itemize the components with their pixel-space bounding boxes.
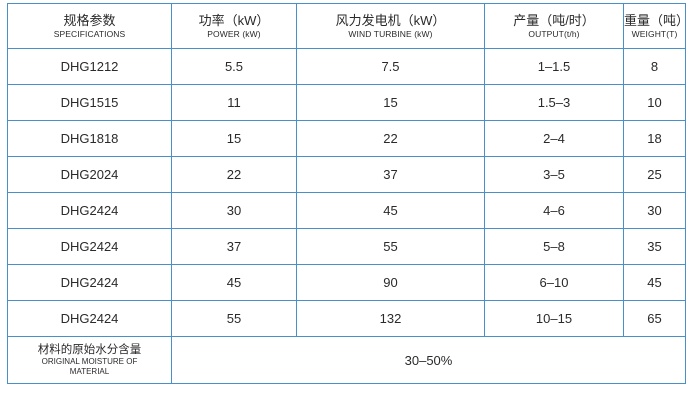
header-specifications: 规格参数 SPECIFICATIONS	[7, 3, 172, 49]
cell-power: 37	[171, 228, 297, 265]
cell-weight: 8	[623, 48, 686, 85]
cell-power: 45	[171, 264, 297, 301]
cell-model: DHG2424	[7, 300, 172, 337]
header-weight: 重量（吨） WEIGHT(T)	[623, 3, 690, 49]
cell-output: 1–1.5	[484, 48, 624, 85]
cell-model: DHG2424	[7, 192, 172, 229]
cell-output: 2–4	[484, 120, 624, 157]
cell-wind-turbine: 37	[296, 156, 485, 193]
table-row: DHG2424 37 55 5–8 35	[7, 228, 686, 265]
table-row: DHG1212 5.5 7.5 1–1.5 8	[7, 48, 686, 85]
cell-power: 15	[171, 120, 297, 157]
cell-wind-turbine: 22	[296, 120, 485, 157]
cell-power: 22	[171, 156, 297, 193]
header-output: 产量（吨/时） OUTPUT(t/h)	[484, 3, 624, 49]
header-zh: 重量（吨）	[624, 12, 690, 28]
spec-table-container: 规格参数 SPECIFICATIONS 功率（kW） POWER (kW) 风力…	[7, 3, 690, 401]
table-row: DHG2024 22 37 3–5 25	[7, 156, 686, 193]
header-wind-turbine: 风力发电机（kW） WIND TURBINE (kW)	[296, 3, 485, 49]
cell-power: 5.5	[171, 48, 297, 85]
table-row: DHG1515 11 15 1.5–3 10	[7, 84, 686, 121]
moisture-label-en-line1: ORIGINAL MOISTURE OF	[41, 357, 138, 366]
cell-power: 11	[171, 84, 297, 121]
cell-weight: 18	[623, 120, 686, 157]
moisture-row: 材料的原始水分含量 ORIGINAL MOISTURE OF MATERIAL …	[7, 336, 686, 384]
table-row: DHG2424 45 90 6–10 45	[7, 264, 686, 301]
moisture-label-en-line2: MATERIAL	[69, 367, 110, 376]
cell-model: DHG1515	[7, 84, 172, 121]
cell-wind-turbine: 55	[296, 228, 485, 265]
cell-wind-turbine: 15	[296, 84, 485, 121]
header-row: 规格参数 SPECIFICATIONS 功率（kW） POWER (kW) 风力…	[7, 3, 690, 49]
header-zh: 风力发电机（kW）	[335, 12, 446, 28]
cell-weight: 30	[623, 192, 686, 229]
cell-model: DHG1212	[7, 48, 172, 85]
cell-weight: 10	[623, 84, 686, 121]
header-en: POWER (kW)	[207, 28, 261, 39]
cell-output: 10–15	[484, 300, 624, 337]
cell-output: 3–5	[484, 156, 624, 193]
moisture-value: 30–50%	[171, 336, 686, 384]
cell-model: DHG1818	[7, 120, 172, 157]
cell-model: DHG2424	[7, 228, 172, 265]
cell-weight: 45	[623, 264, 686, 301]
table-row: DHG2424 55 132 10–15 65	[7, 300, 686, 337]
cell-weight: 65	[623, 300, 686, 337]
cell-output: 6–10	[484, 264, 624, 301]
header-en: SPECIFICATIONS	[53, 28, 126, 39]
cell-output: 1.5–3	[484, 84, 624, 121]
header-power: 功率（kW） POWER (kW)	[171, 3, 297, 49]
cell-power: 30	[171, 192, 297, 229]
cell-weight: 35	[623, 228, 686, 265]
cell-wind-turbine: 45	[296, 192, 485, 229]
header-zh: 产量（吨/时）	[513, 12, 595, 28]
cell-wind-turbine: 7.5	[296, 48, 485, 85]
cell-model: DHG2424	[7, 264, 172, 301]
moisture-label-zh: 材料的原始水分含量	[37, 344, 142, 356]
table-row: DHG2424 30 45 4–6 30	[7, 192, 686, 229]
header-zh: 规格参数	[63, 12, 116, 28]
header-en: WIND TURBINE (kW)	[348, 28, 433, 39]
cell-wind-turbine: 132	[296, 300, 485, 337]
cell-wind-turbine: 90	[296, 264, 485, 301]
cell-weight: 25	[623, 156, 686, 193]
cell-output: 4–6	[484, 192, 624, 229]
table-row: DHG1818 15 22 2–4 18	[7, 120, 686, 157]
header-zh: 功率（kW）	[198, 12, 270, 28]
cell-model: DHG2024	[7, 156, 172, 193]
cell-power: 55	[171, 300, 297, 337]
spec-table: 规格参数 SPECIFICATIONS 功率（kW） POWER (kW) 风力…	[7, 3, 690, 384]
header-en: WEIGHT(T)	[631, 28, 678, 39]
header-en: OUTPUT(t/h)	[528, 28, 580, 39]
moisture-label: 材料的原始水分含量 ORIGINAL MOISTURE OF MATERIAL	[7, 336, 172, 384]
cell-output: 5–8	[484, 228, 624, 265]
